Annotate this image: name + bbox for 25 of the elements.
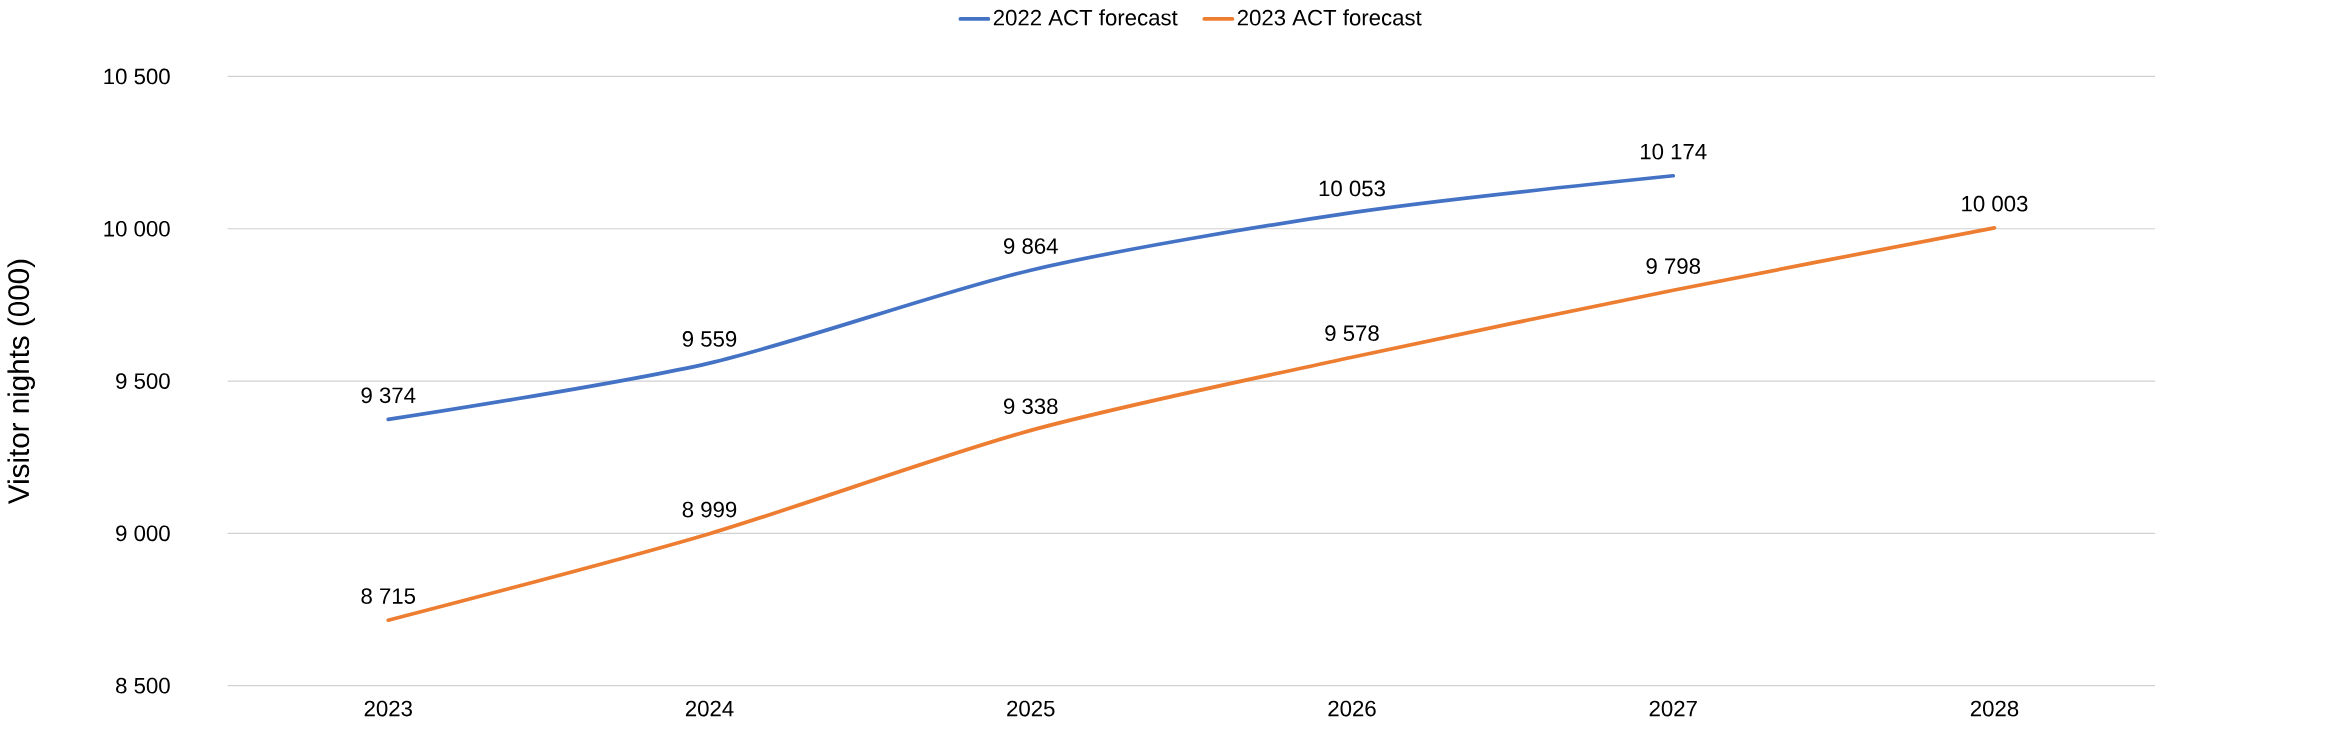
data-label: 9 374	[361, 387, 416, 404]
data-label: 9 578	[1325, 325, 1379, 342]
y-tick-label: 9 500	[116, 373, 170, 390]
data-label: 10 174	[1640, 143, 1707, 160]
data-label: 9 798	[1646, 258, 1701, 275]
legend-label: 2022 ACT forecast	[993, 9, 1178, 26]
legend-label: 2023 ACT forecast	[1237, 9, 1422, 26]
data-label: 9 864	[1004, 238, 1058, 255]
data-label: 8 999	[682, 501, 737, 518]
y-tick-label: 9 000	[116, 525, 170, 542]
y-tick-label: 10 000	[104, 221, 170, 237]
data-label: 10 003	[1962, 195, 2028, 212]
x-tick-label: 2028	[1970, 700, 2019, 717]
x-tick-label: 2027	[1649, 700, 1697, 717]
y-axis-title: Visitor nights (000)	[7, 259, 36, 505]
y-tick-label: 8 500	[116, 677, 170, 694]
data-label: 8 715	[361, 588, 416, 605]
x-tick-label: 2026	[1328, 700, 1376, 717]
x-tick-label: 2023	[364, 700, 412, 717]
y-tick-label: 10 500	[104, 68, 170, 85]
data-label: 9 338	[1004, 398, 1058, 415]
data-label: 9 559	[682, 331, 737, 347]
x-tick-label: 2024	[685, 700, 734, 717]
x-tick-label: 2025	[1007, 700, 1055, 717]
data-label: 10 053	[1319, 180, 1385, 197]
